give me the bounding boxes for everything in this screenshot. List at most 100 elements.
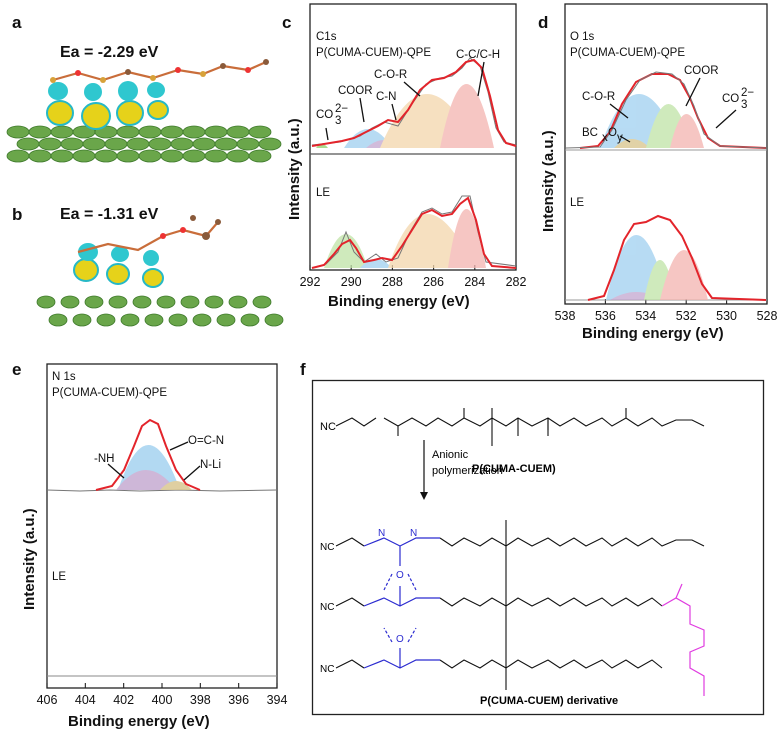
- x-tick-label: 396: [228, 693, 249, 707]
- c-bottom-peaks: [324, 209, 486, 268]
- d-ann-co3-sup: 2−: [741, 87, 754, 99]
- product-bonds: [335, 520, 705, 690]
- c-axes-frame: [309, 3, 517, 271]
- carbon-atom: [182, 149, 206, 163]
- reactant-label: P(CUMA-CUEM): [472, 463, 556, 475]
- product-atom-labels: NC NC NC N N O O: [320, 528, 417, 675]
- panel-c-letter: c: [282, 13, 292, 32]
- reactant-bonds: [335, 408, 705, 446]
- panel-a-energy: Ea = -2.29 eV: [60, 44, 159, 61]
- x-tick-label: 532: [676, 309, 697, 323]
- carbon-atom: [6, 149, 30, 163]
- c-ann-cor: C-O-R: [374, 69, 407, 81]
- e-xlabel: Binding energy (eV): [68, 713, 210, 730]
- carbon-atom: [160, 125, 184, 139]
- x-tick-label: 528: [757, 309, 778, 323]
- panel-d-chart: Intensity (a.u.) 538 536 534 532 530 528 Bind…: [540, 3, 777, 342]
- c-ann-arrows: [325, 61, 485, 141]
- carbon-atom: [132, 295, 152, 309]
- d-ann-co3-sub: 3: [741, 99, 747, 111]
- carbon-atom: [252, 295, 272, 309]
- e-header-1: N 1s: [52, 371, 76, 383]
- x-tick-label: 536: [595, 309, 616, 323]
- arrow-label-1: Anionic: [432, 449, 469, 461]
- carbon-atom: [16, 137, 40, 151]
- x-tick-label: 402: [113, 693, 134, 707]
- c-ann-co3-sup: 2−: [335, 103, 348, 115]
- carbon-atom: [72, 149, 96, 163]
- x-tick-label: 284: [464, 275, 485, 289]
- svg-text:NC: NC: [320, 542, 334, 553]
- carbon-atom: [94, 149, 118, 163]
- urea-groups: [363, 537, 440, 669]
- c-ann-co3-sub: 3: [335, 115, 341, 127]
- x-tick-label: 404: [75, 693, 96, 707]
- molecule-density: [46, 100, 169, 130]
- e-le-label: LE: [52, 571, 66, 583]
- d-ann-bc-x: x: [602, 132, 608, 144]
- d-le-label: LE: [570, 197, 584, 209]
- carbonate-chain: [661, 583, 705, 696]
- carbon-atom: [156, 295, 176, 309]
- carbon-atom: [104, 137, 128, 151]
- c-top-peaks: [316, 84, 494, 148]
- d-top-raw: [565, 71, 767, 149]
- d-axes-frame: [564, 3, 768, 305]
- d-ann-bc-o: O: [608, 127, 617, 139]
- c-ann-coor: COOR: [338, 85, 373, 97]
- d-xlabel: Binding energy (eV): [582, 325, 724, 342]
- panel-e-chart: Intensity (a.u.) 406 404 402 400 398 396 394 B…: [21, 363, 287, 730]
- carbon-atom: [72, 313, 92, 327]
- carbon-atom: [226, 125, 250, 139]
- d-bottom-peaks: [606, 235, 708, 300]
- carbon-atom: [236, 137, 260, 151]
- carbon-atom: [116, 149, 140, 163]
- panel-e-letter: e: [12, 360, 22, 379]
- panel-b-structure: [36, 215, 284, 327]
- x-tick-label: 286: [423, 275, 444, 289]
- carbon-atom: [82, 137, 106, 151]
- carbon-atom: [120, 313, 140, 327]
- c-ann-cc: C-C/C-H: [456, 49, 500, 61]
- d-bottom-fit: [587, 214, 767, 301]
- d-ylabel: Intensity (a.u.): [540, 130, 557, 232]
- carbon-atom: [96, 313, 116, 327]
- e-ann-nli: N-Li: [200, 459, 221, 471]
- panel-a-letter: a: [12, 13, 22, 32]
- carbon-atom: [148, 137, 172, 151]
- reactant-nc: NC: [320, 421, 336, 433]
- carbon-atom: [248, 125, 272, 139]
- svg-text:N: N: [378, 528, 385, 539]
- panel-a-structure: [6, 59, 282, 163]
- panel-b-letter: b: [12, 205, 23, 224]
- x-tick-label: 406: [37, 693, 58, 707]
- carbon-atom: [214, 137, 238, 151]
- panel-f-scheme: NC P(CUMA-CUEM) Anionic polymerization N…: [311, 379, 765, 716]
- carbon-atom: [180, 295, 200, 309]
- carbon-atom: [126, 137, 150, 151]
- c-ticks: 292 290 288 286 284 282: [300, 265, 526, 289]
- carbon-atom: [38, 137, 62, 151]
- e-ann-ocn: O=C-N: [188, 435, 224, 447]
- x-tick-label: 290: [341, 275, 362, 289]
- svg-text:O: O: [396, 570, 404, 581]
- carbon-atom: [28, 149, 52, 163]
- x-tick-label: 530: [716, 309, 737, 323]
- e-ylabel: Intensity (a.u.): [21, 508, 38, 610]
- svg-text:O: O: [396, 634, 404, 645]
- carbon-atom: [226, 149, 250, 163]
- carbon-atom: [264, 313, 284, 327]
- c-top-fit: [311, 58, 517, 147]
- panel-b-energy: Ea = -1.31 eV: [60, 206, 159, 223]
- e-ticks: 406 404 402 400 398 396 394: [37, 683, 287, 707]
- carbon-atom: [60, 137, 84, 151]
- x-tick-label: 288: [382, 275, 403, 289]
- x-tick-label: 400: [152, 693, 173, 707]
- d-ann-cor: C-O-R: [582, 91, 615, 103]
- carbon-atom: [28, 125, 52, 139]
- carbon-atom: [168, 313, 188, 327]
- c-ann-co3: CO: [316, 109, 333, 121]
- carbon-atom: [84, 295, 104, 309]
- d-ann-co3: CO: [722, 93, 739, 105]
- product-label: P(CUMA-CUEM) derivative: [480, 695, 618, 707]
